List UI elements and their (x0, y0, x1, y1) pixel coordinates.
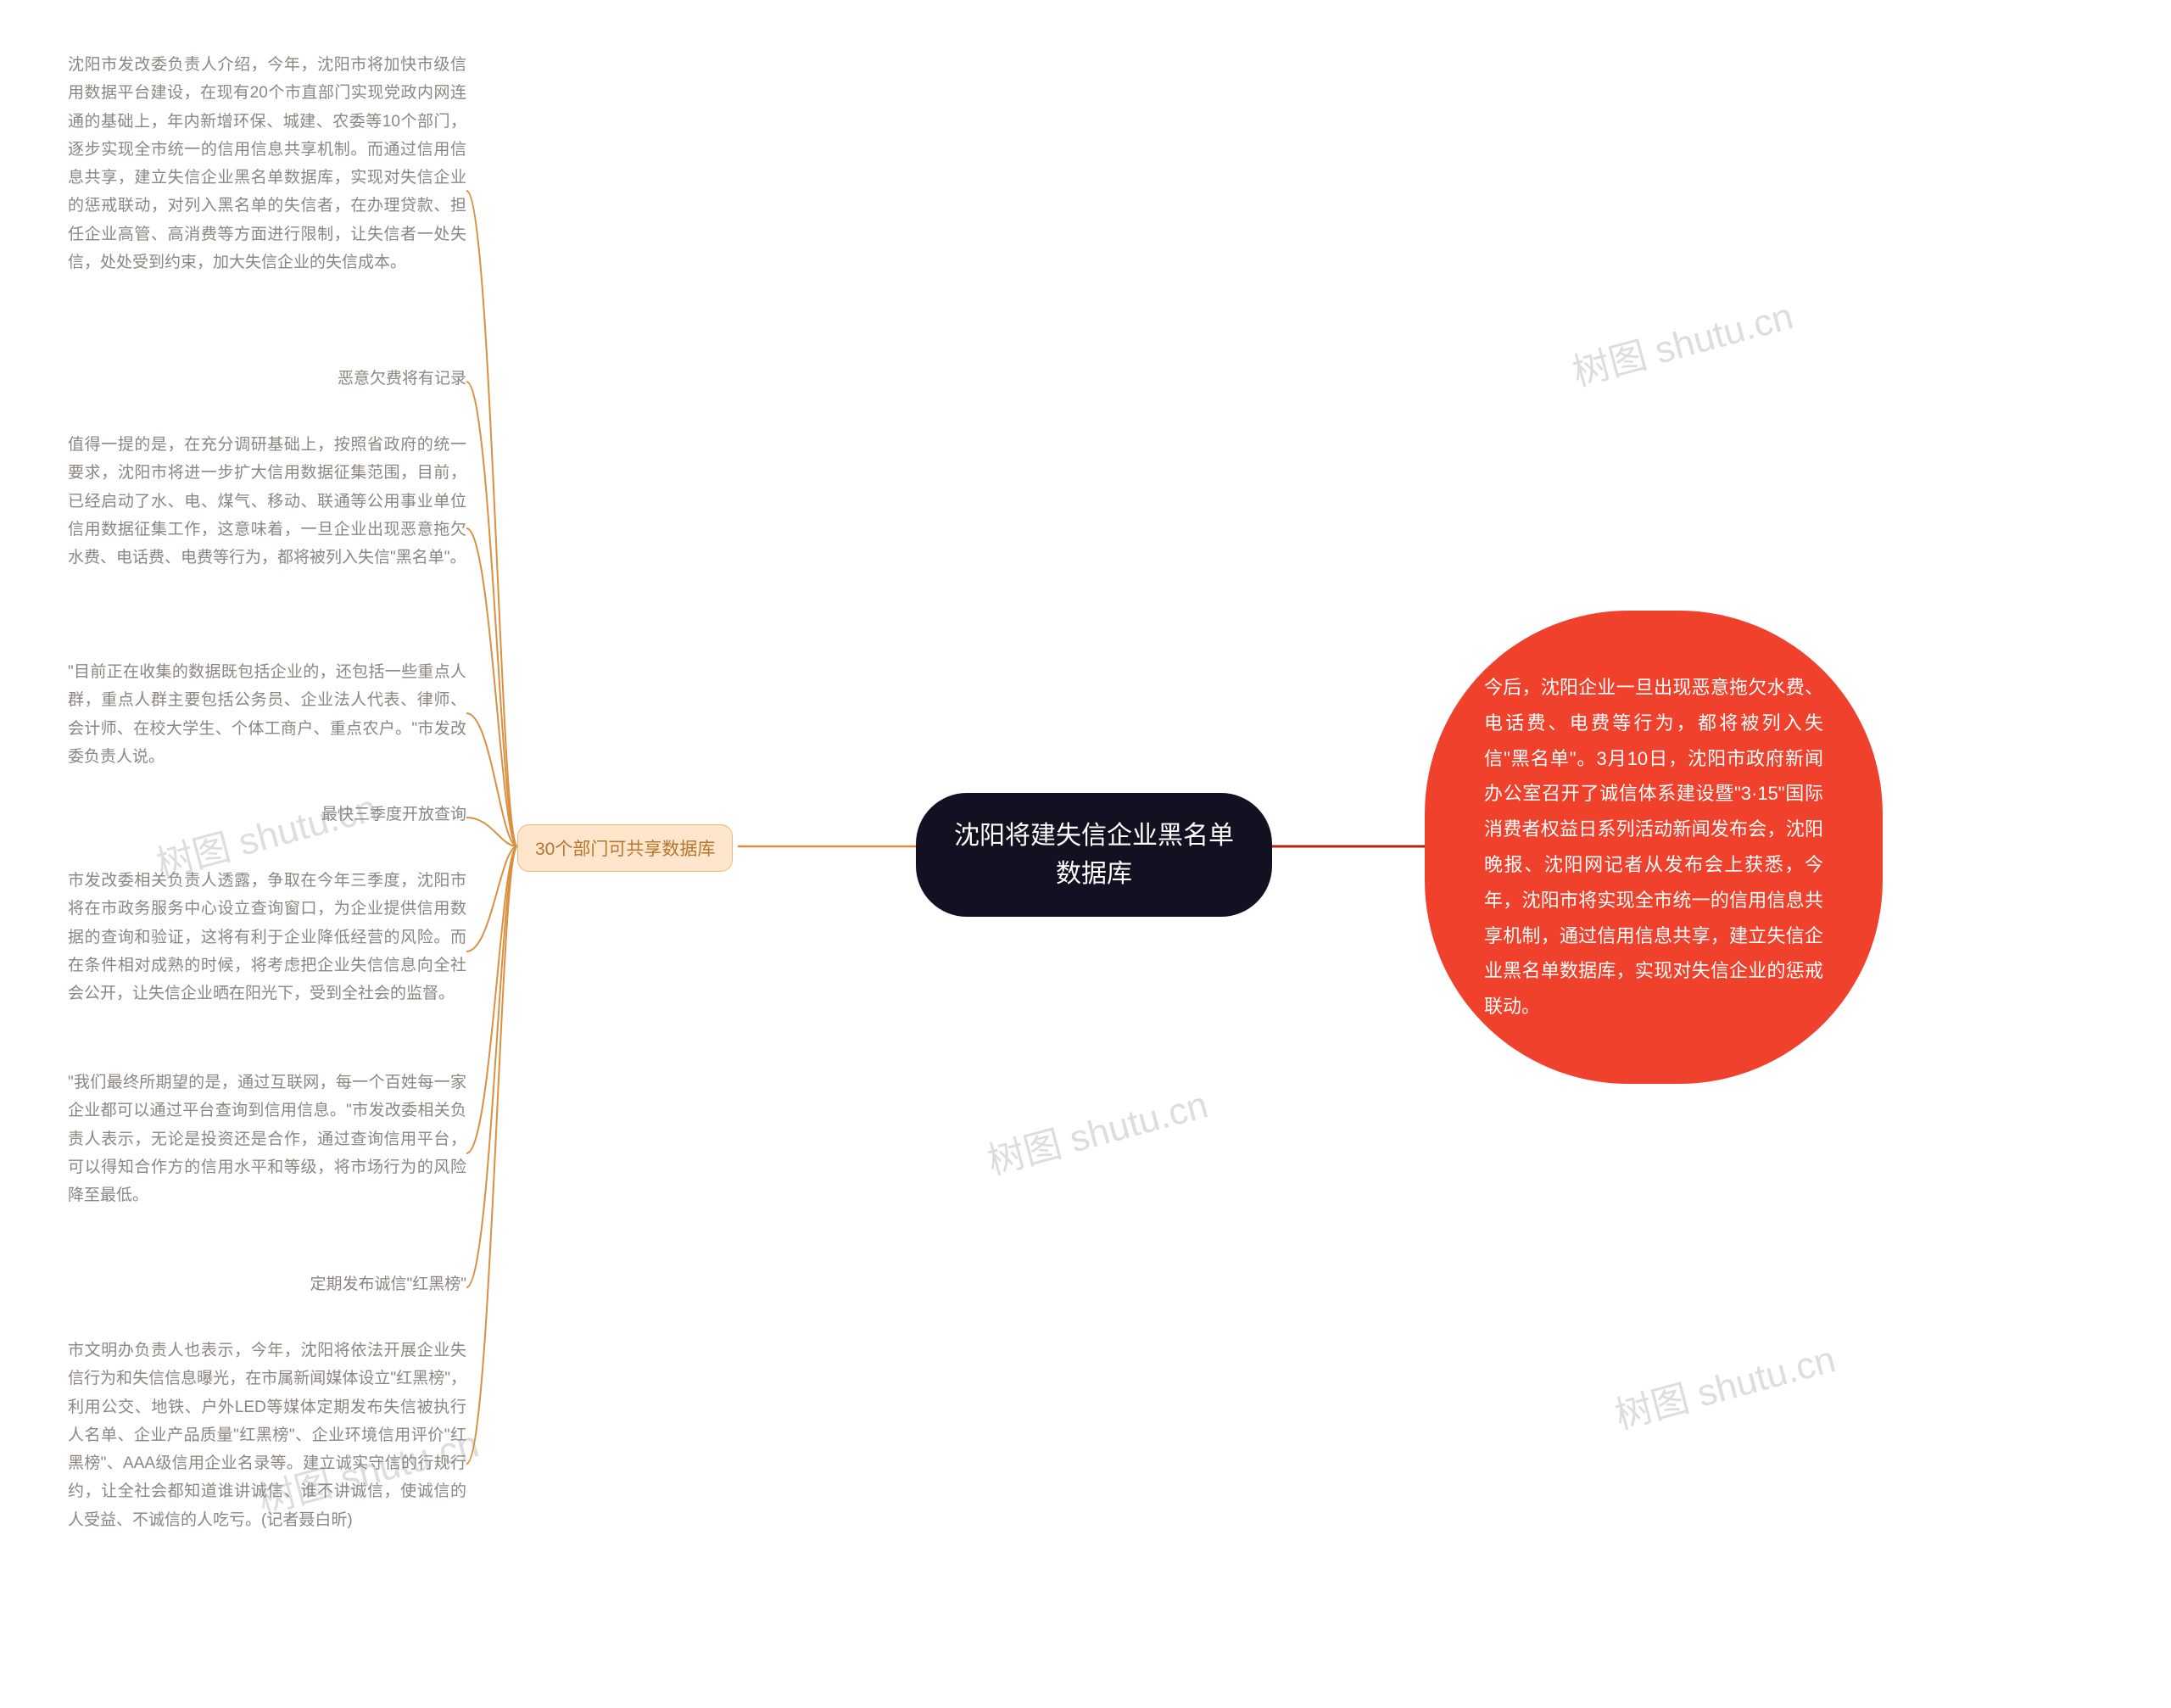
leaf-text: "目前正在收集的数据既包括企业的，还包括一些重点人群，重点人群主要包括公务员、企… (68, 663, 466, 766)
leaf-node[interactable]: "我们最终所期望的是，通过互联网，每一个百姓每一家企业都可以通过平台查询到信用信… (68, 1069, 466, 1209)
right-text: 今后，沈阳企业一旦出现恶意拖欠水费、电话费、电费等行为，都将被列入失信"黑名单"… (1484, 677, 1823, 1017)
mindmap-canvas: 树图 shutu.cn 树图 shutu.cn 树图 shutu.cn 树图 s… (0, 0, 2171, 1708)
watermark: 树图 shutu.cn (980, 1074, 1213, 1186)
leaf-node[interactable]: 恶意欠费将有记录 (229, 365, 466, 393)
watermark: 树图 shutu.cn (1565, 286, 1798, 397)
center-title-l1: 沈阳将建失信企业黑名单 (954, 822, 1234, 850)
leaf-node[interactable]: 市发改委相关负责人透露，争取在今年三季度，沈阳市将在市政务服务中心设立查询窗口，… (68, 867, 466, 1007)
leaf-node[interactable]: 值得一提的是，在充分调研基础上，按照省政府的统一要求，沈阳市将进一步扩大信用数据… (68, 431, 466, 572)
leaf-text: 恶意欠费将有记录 (338, 370, 466, 388)
leaf-text: 定期发布诚信"红黑榜" (310, 1275, 467, 1293)
watermark: 树图 shutu.cn (1608, 1329, 1840, 1440)
right-node[interactable]: 今后，沈阳企业一旦出现恶意拖欠水费、电话费、电费等行为，都将被列入失信"黑名单"… (1425, 611, 1883, 1084)
branch-node[interactable]: 30个部门可共享数据库 (517, 824, 733, 872)
branch-label: 30个部门可共享数据库 (535, 840, 715, 859)
leaf-node[interactable]: 市文明办负责人也表示，今年，沈阳将依法开展企业失信行为和失信信息曝光，在市属新闻… (68, 1337, 466, 1534)
leaf-text: 市文明办负责人也表示，今年，沈阳将依法开展企业失信行为和失信信息曝光，在市属新闻… (68, 1342, 466, 1529)
leaf-text: 沈阳市发改委负责人介绍，今年，沈阳市将加快市级信用数据平台建设，在现有20个市直… (68, 56, 466, 271)
center-title-l2: 数据库 (1056, 860, 1132, 888)
leaf-text: 市发改委相关负责人透露，争取在今年三季度，沈阳市将在市政务服务中心设立查询窗口，… (68, 872, 466, 1002)
leaf-text: 最快三季度开放查询 (321, 806, 466, 823)
leaf-text: 值得一提的是，在充分调研基础上，按照省政府的统一要求，沈阳市将进一步扩大信用数据… (68, 436, 466, 567)
leaf-node[interactable]: "目前正在收集的数据既包括企业的，还包括一些重点人群，重点人群主要包括公务员、企… (68, 658, 466, 771)
center-node[interactable]: 沈阳将建失信企业黑名单 数据库 (916, 793, 1272, 917)
leaf-node[interactable]: 沈阳市发改委负责人介绍，今年，沈阳市将加快市级信用数据平台建设，在现有20个市直… (68, 51, 466, 276)
leaf-node[interactable]: 定期发布诚信"红黑榜" (195, 1270, 466, 1298)
leaf-text: "我们最终所期望的是，通过互联网，每一个百姓每一家企业都可以通过平台查询到信用信… (68, 1074, 466, 1204)
leaf-node[interactable]: 最快三季度开放查询 (229, 801, 466, 829)
